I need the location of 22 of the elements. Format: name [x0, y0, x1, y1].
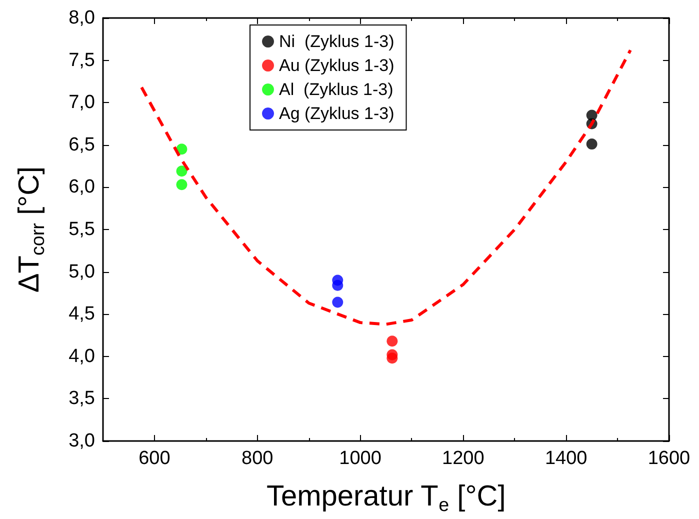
x-tick-label: 600 [138, 448, 170, 469]
y-tick-label: 8,0 [68, 8, 95, 28]
y-tick-label: 5,0 [68, 261, 95, 282]
y-tick-label: 7,5 [68, 50, 95, 71]
x-tick-label: 1200 [442, 448, 484, 469]
y-tick-label: 7,0 [68, 92, 95, 114]
x-tick-label: 1600 [648, 448, 690, 469]
x-tick-label: 800 [242, 448, 274, 469]
legend-label: Ni (Zyklus 1-3) [279, 32, 394, 51]
x-tick-label: 1400 [544, 448, 588, 469]
y-tick-label: 6,0 [68, 176, 95, 198]
legend-label: Ag (Zyklus 1-3) [279, 104, 394, 123]
y-tick-label: 6,5 [68, 134, 95, 156]
y-tick-label: 5,5 [68, 219, 95, 240]
y-tick-label: 4,5 [68, 304, 95, 325]
y-axis-title: ΔTcorr [°C] [14, 166, 48, 293]
y-tick-label: 4,0 [68, 346, 95, 367]
x-tick-label: 1000 [339, 448, 382, 469]
legend-label: Al (Zyklus 1-3) [279, 80, 394, 99]
y-tick-label: 3,5 [68, 388, 95, 410]
legend-label: Au (Zyklus 1-3) [279, 56, 394, 75]
y-tick-label: 3,0 [68, 430, 95, 452]
